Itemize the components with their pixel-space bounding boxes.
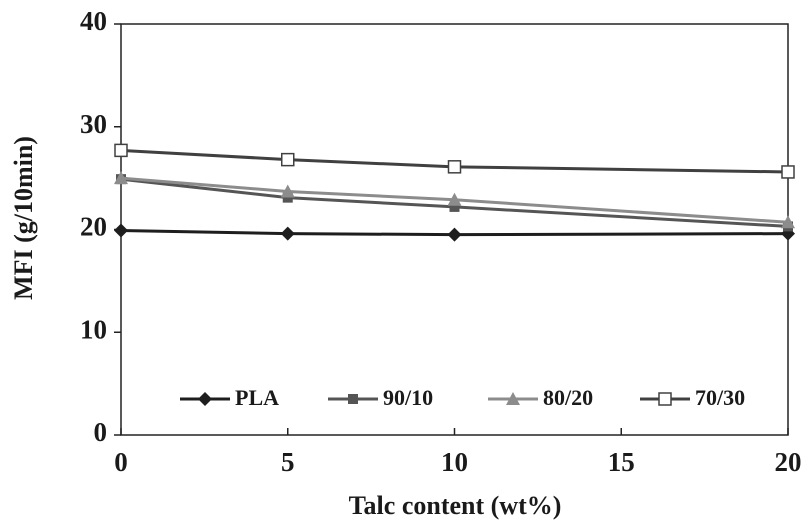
chart: Talc content (wt%) MFI (g/10min) 0 10 20 30… — [0, 0, 809, 522]
legend-label: 80/20 — [543, 385, 593, 410]
legend-label: 90/10 — [383, 385, 433, 410]
marker — [281, 227, 295, 241]
marker — [782, 166, 794, 178]
marker — [198, 392, 212, 406]
marker — [282, 154, 294, 166]
marker — [659, 393, 671, 405]
marker — [115, 144, 127, 156]
y-tick-label: 10 — [80, 314, 107, 344]
marker — [348, 394, 358, 404]
x-tick-label: 20 — [775, 447, 802, 477]
y-tick-label: 30 — [80, 109, 107, 139]
x-tick-label: 15 — [608, 447, 635, 477]
x-tick-label: 10 — [441, 447, 468, 477]
x-axis-title: Talc content (wt%) — [349, 491, 562, 520]
legend-label: 70/30 — [695, 385, 745, 410]
y-tick-label: 0 — [94, 417, 108, 447]
marker — [449, 161, 461, 173]
legend-label: PLA — [235, 385, 279, 410]
x-tick-label: 5 — [281, 447, 295, 477]
x-tick-label: 0 — [114, 447, 128, 477]
y-tick-label: 40 — [80, 6, 107, 36]
y-tick-label: 20 — [80, 212, 107, 242]
marker — [114, 224, 128, 238]
y-axis-title: MFI (g/10min) — [9, 136, 38, 300]
marker — [448, 228, 462, 242]
